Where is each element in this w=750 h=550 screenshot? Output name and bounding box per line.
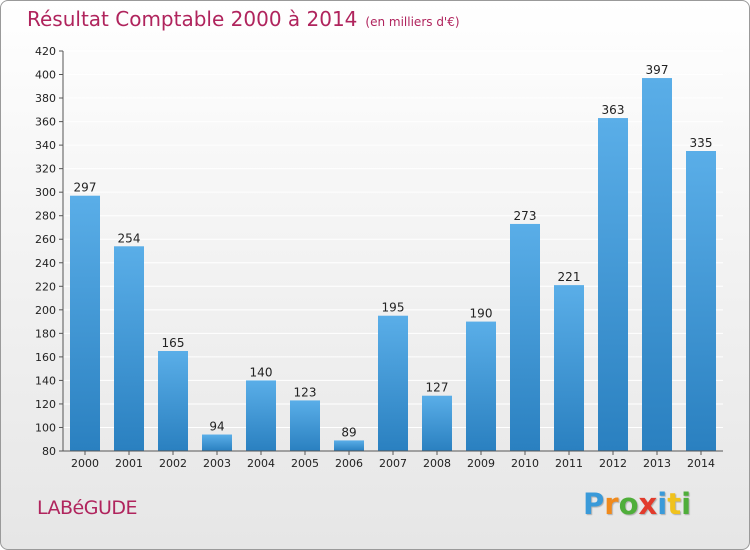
x-tick-label: 2011: [555, 457, 583, 470]
bar: [510, 223, 540, 451]
data-label: 89: [341, 425, 356, 439]
x-tick-label: 2008: [423, 457, 451, 470]
data-labels: 297 254 165 94 140 123 89 195 127 190 273 221 363 397…: [74, 63, 713, 439]
data-label: 127: [426, 381, 449, 395]
bar: [598, 118, 628, 451]
y-tick-label: 360: [35, 116, 56, 129]
x-tick-label: 2007: [379, 457, 407, 470]
data-label: 94: [209, 420, 224, 434]
bar: [554, 285, 584, 451]
data-label: 335: [690, 136, 713, 150]
data-label: 254: [118, 231, 141, 245]
x-axis-ticks: 2000 2001 2002 2003 2004 2005 2006 2007 2008 2009…: [63, 450, 723, 470]
bar: [378, 315, 408, 451]
logo-letter: t: [667, 487, 682, 521]
logo-letter: o: [618, 487, 639, 521]
data-label: 190: [470, 307, 493, 321]
chart-title-text: Résultat Comptable 2000 à 2014: [27, 7, 358, 31]
bar: [246, 380, 276, 451]
logo-letter: i: [657, 487, 668, 521]
bar: [466, 321, 496, 451]
data-label: 397: [646, 63, 669, 77]
y-tick-label: 240: [35, 257, 56, 270]
bar: [686, 151, 716, 451]
x-tick-label: 2005: [291, 457, 319, 470]
x-tick-label: 2002: [159, 457, 187, 470]
chart-title: Résultat Comptable 2000 à 2014 (en millie…: [27, 7, 460, 31]
data-label: 123: [294, 385, 317, 399]
data-label: 363: [602, 103, 625, 117]
data-label: 140: [250, 365, 273, 379]
data-label: 195: [382, 301, 405, 315]
data-label: 165: [162, 336, 185, 350]
y-axis-ticks: 80 100 120 140 160 180 200 220 240 260 280 300 320 34…: [35, 45, 64, 458]
y-tick-label: 120: [35, 398, 56, 411]
y-tick-label: 180: [35, 327, 56, 340]
bar: [202, 434, 232, 451]
data-label: 273: [514, 209, 537, 223]
y-tick-label: 300: [35, 186, 56, 199]
commune-name: LABéGUDE: [37, 497, 138, 519]
y-tick-label: 320: [35, 163, 56, 176]
x-tick-label: 2000: [71, 457, 99, 470]
logo-letter: i: [681, 487, 692, 521]
bar: [334, 440, 364, 451]
y-tick-label: 400: [35, 69, 56, 82]
chart-subtitle: (en milliers d'€): [365, 15, 460, 29]
y-tick-label: 100: [35, 421, 56, 434]
x-tick-label: 2003: [203, 457, 231, 470]
logo-letter: P: [583, 487, 605, 521]
bar: [70, 195, 100, 451]
bars: [70, 78, 716, 451]
y-tick-label: 280: [35, 210, 56, 223]
x-tick-label: 2006: [335, 457, 363, 470]
y-tick-label: 420: [35, 45, 56, 58]
y-tick-label: 160: [35, 351, 56, 364]
x-tick-label: 2001: [115, 457, 143, 470]
data-label: 221: [558, 270, 581, 284]
bar: [114, 246, 144, 451]
bar: [642, 78, 672, 451]
y-tick-label: 380: [35, 92, 56, 105]
y-tick-label: 220: [35, 280, 56, 293]
y-tick-label: 200: [35, 304, 56, 317]
bar: [290, 400, 320, 451]
x-tick-label: 2010: [511, 457, 539, 470]
x-tick-label: 2012: [599, 457, 627, 470]
bar: [158, 351, 188, 451]
x-tick-label: 2014: [687, 457, 715, 470]
logo-letter: x: [638, 487, 658, 521]
data-label: 297: [74, 181, 97, 195]
y-tick-label: 80: [42, 445, 56, 458]
y-tick-label: 340: [35, 139, 56, 152]
y-tick-label: 140: [35, 374, 56, 387]
logo-letter: r: [604, 487, 619, 521]
bar: [422, 395, 452, 451]
x-tick-label: 2009: [467, 457, 495, 470]
x-tick-label: 2013: [643, 457, 671, 470]
x-tick-label: 2004: [247, 457, 275, 470]
y-tick-label: 260: [35, 233, 56, 246]
proxiti-logo: Proxiti: [583, 487, 691, 521]
